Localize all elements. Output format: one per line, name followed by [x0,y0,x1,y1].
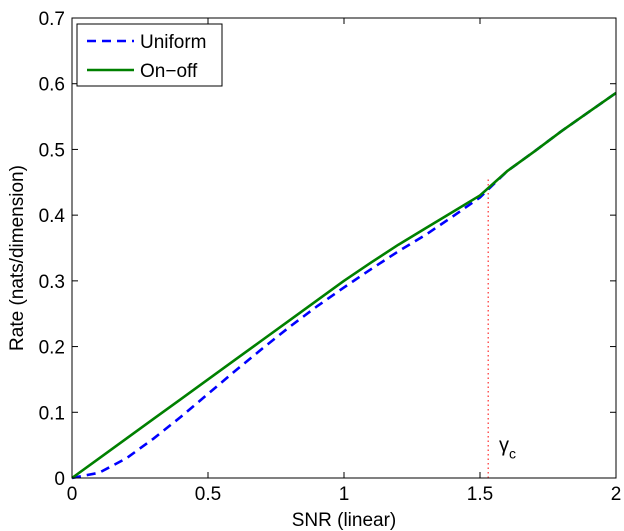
y-tick-label: 0.5 [39,140,65,161]
y-tick-label: 0.2 [39,338,65,359]
y-tick-label: 0.4 [39,206,66,227]
y-tick-label: 0 [54,469,65,490]
legend: Uniform On−off [76,23,223,87]
axes: 0 0.5 1 1.5 2 0 0.1 0.2 0.3 0.4 0.5 0.6 0.7 [39,9,622,505]
x-tick-label: 1 [339,484,350,505]
y-tick-label: 0.6 [39,75,65,96]
legend-label-uniform: Uniform [140,32,207,53]
y-axis-label: Rate (nats/dimension) [7,165,28,351]
legend-box [76,23,223,87]
x-axis-label: SNR (linear) [292,510,397,531]
x-tick-label: 2 [611,484,622,505]
x-tick-label: 0 [67,484,78,505]
legend-label-on-off: On−off [140,61,198,82]
x-tick-label: 1.5 [467,484,493,505]
y-tick-label: 0.1 [39,403,65,424]
series-line-on-off [71,91,617,480]
y-tick-label: 0.7 [39,9,65,30]
y-tick-label: 0.3 [39,272,65,293]
x-tick-label: 0.5 [195,484,221,505]
